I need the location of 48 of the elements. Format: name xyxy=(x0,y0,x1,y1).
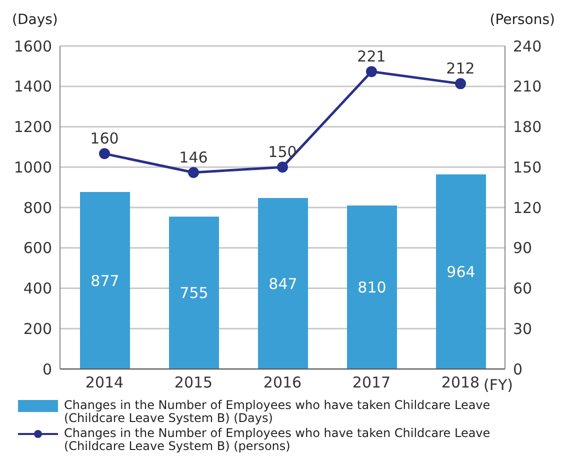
point xyxy=(366,66,377,78)
y-tick-label: 400 xyxy=(23,280,52,298)
point xyxy=(277,162,288,173)
y2-tick-label: 60 xyxy=(513,280,532,298)
y-tick-label: 1600 xyxy=(14,37,52,56)
legend-label: Changes in the Number of Employees who have taken Childcare Leave (Childcare Leave System B) (persons) xyxy=(64,426,492,453)
bar xyxy=(169,216,219,369)
y-axis-title: (Days) xyxy=(12,12,58,28)
x-tick-label: 2017 xyxy=(352,374,391,392)
data-label: 212 xyxy=(446,60,475,78)
y2-tick-label: 30 xyxy=(513,320,532,338)
data-label: 160 xyxy=(90,130,119,148)
point xyxy=(99,148,110,160)
data-label: 877 xyxy=(90,272,120,290)
data-label: 146 xyxy=(179,148,208,167)
y-tick-label: 600 xyxy=(23,239,52,258)
y2-tick-label: 90 xyxy=(513,239,532,258)
data-label: 810 xyxy=(358,278,386,297)
bar xyxy=(258,198,308,369)
bar xyxy=(80,192,130,369)
y-tick-label: 1400 xyxy=(14,78,52,96)
y-tick-label: 0 xyxy=(42,360,52,378)
y2-tick-label: 0 xyxy=(513,360,523,378)
y-tick-label: 1200 xyxy=(14,118,52,136)
x-axis-title: (FY) xyxy=(484,376,513,394)
y2-tick-label: 120 xyxy=(513,198,542,217)
bar xyxy=(436,174,486,369)
data-label: 964 xyxy=(446,263,476,282)
data-label: 221 xyxy=(357,48,386,66)
data-label: 755 xyxy=(180,284,208,302)
x-tick-label: 2015 xyxy=(174,374,213,392)
y-tick-label: 1000 xyxy=(14,158,52,176)
y-tick-label: 200 xyxy=(23,320,52,338)
point xyxy=(188,167,199,178)
x-tick-label: 2014 xyxy=(85,374,124,392)
legend-label: Changes in the Number of Employees who have taken Childcare Leave (Childcare Leave System B) (Days) xyxy=(64,398,492,425)
bar xyxy=(347,205,397,369)
point xyxy=(455,78,466,90)
y2-axis-title: (Persons) xyxy=(490,12,555,28)
y2-tick-label: 150 xyxy=(513,158,542,176)
y2-tick-label: 240 xyxy=(513,37,542,56)
x-tick-label: 2018 xyxy=(441,374,480,392)
data-label: 150 xyxy=(268,143,297,162)
y-tick-label: 800 xyxy=(23,198,52,217)
data-label: 847 xyxy=(268,274,298,293)
y2-tick-label: 180 xyxy=(513,118,542,136)
x-tick-label: 2016 xyxy=(263,374,302,392)
y2-tick-label: 210 xyxy=(513,78,542,96)
